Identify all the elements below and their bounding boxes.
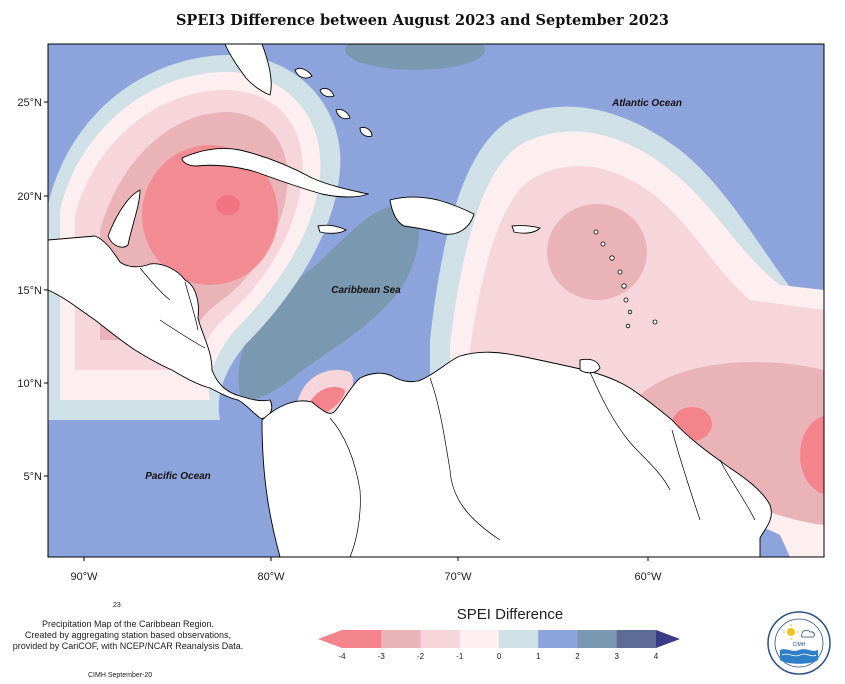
legend-swatch [342,630,382,648]
note-line-1: Precipitation Map of the Caribbean Regio… [41,619,215,629]
legend-ticks: -4 -3 -2 -1 0 1 2 3 4 [338,652,658,661]
legend-tick-label: 3 [615,652,620,661]
label-atlantic-ocean: Atlantic Ocean [611,98,682,109]
legend-tick-label: -1 [456,652,464,661]
legend-bar [318,630,680,648]
label-pacific-ocean: Pacific Ocean [145,471,211,482]
legend-tick-label: 0 [497,652,502,661]
lat-label-5: 5°N [24,471,43,483]
field-patch-caribbean [238,205,419,400]
note-line-3: provided by CariCOF, with NCEP/NCAR Rean… [12,641,244,651]
legend-tick-label: -2 [417,652,425,661]
lon-label-60: 60°W [634,571,662,583]
legend-swatch [577,630,618,648]
legend-arrow-over [656,630,680,648]
legend-tick-label: -4 [338,652,346,661]
land-mass [48,44,772,557]
lesser-antilles [593,229,658,329]
credit-text: CIMH September-20 [88,672,153,679]
lon-label-80: 80°W [257,571,285,583]
logo-text: CIMH [793,642,806,648]
legend-tick-label: 2 [575,652,580,661]
lon-label-70: 70°W [444,571,472,583]
lat-label-25: 25°N [17,97,42,109]
lon-label-90: 90°W [70,571,98,583]
latitude-axis: 25°N 20°N 15°N 10°N 5°N [17,97,48,483]
lat-label-10: 10°N [17,378,42,390]
lat-label-20: 20°N [17,191,42,203]
legend-tick-label: -3 [378,652,386,661]
legend-tick-label: 4 [654,652,659,661]
description-note: Precipitation Map of the Caribbean Regio… [8,619,248,652]
lat-label-15: 15°N [17,285,42,297]
map-number: 23 [113,602,121,609]
legend-swatch [538,630,578,648]
field-patch-north [345,44,485,70]
legend-arrow-under [318,630,342,648]
map-frame [47,43,825,558]
longitude-axis: 90°W 80°W 70°W 60°W [70,557,662,583]
legend-swatch [459,630,500,648]
legend-swatch [499,630,539,648]
legend-swatch [381,630,421,648]
legend-tick-label: 1 [536,652,541,661]
label-caribbean-sea: Caribbean Sea [331,285,401,296]
cimh-logo: CIMH [767,611,831,675]
legend-title: SPEI Difference [456,606,564,623]
map-title: SPEI3 Difference between August 2023 and… [175,12,670,29]
country-borders [139,267,756,557]
legend-swatch [420,630,461,648]
note-line-2: Created by aggregating station based obs… [24,630,232,640]
legend-swatch [616,630,657,648]
